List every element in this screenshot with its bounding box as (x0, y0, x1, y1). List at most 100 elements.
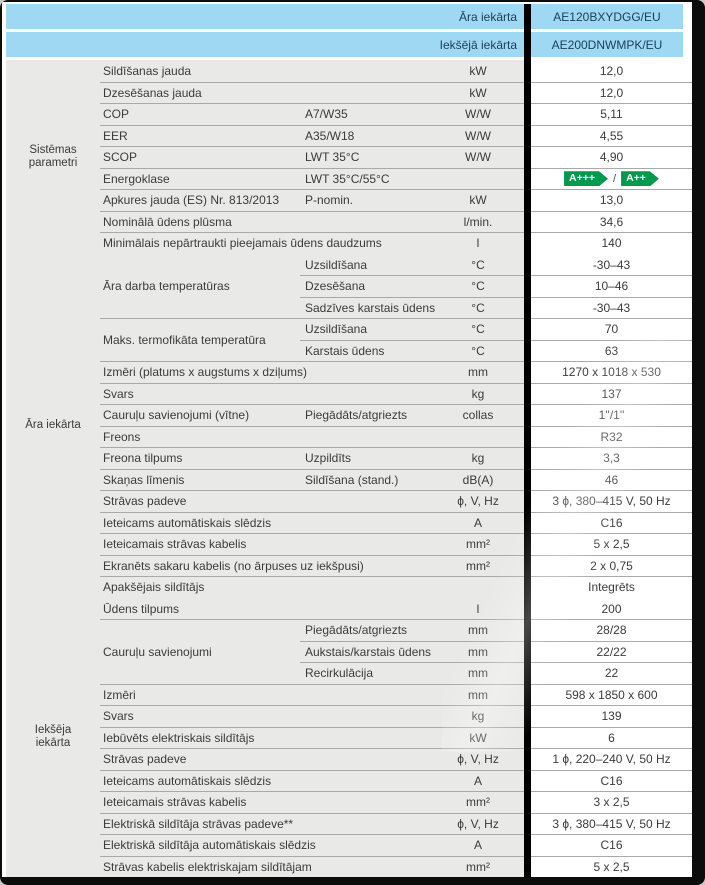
spec-table: Āra iekārta AE120BXYDGG/EU Iekšējā iekār… (2, 2, 692, 877)
spec-label: Svars (100, 705, 300, 727)
spec-condition: Sadzīves karstais ūdens (300, 296, 435, 319)
spec-unit: °C (432, 296, 524, 319)
spec-section: Sistēmas parametri Sildīšanas jauda kW Dzes… (6, 60, 692, 254)
spec-condition: Dzesēšana (300, 275, 432, 297)
spec-value: C16 (531, 769, 692, 792)
spec-value: 13,0 (531, 189, 692, 211)
section-group-label: Āra iekārta (25, 419, 81, 431)
spec-unit (432, 576, 524, 598)
spec-unit: °C (432, 318, 524, 340)
spec-unit: ϕ, V, Hz (432, 748, 524, 770)
spec-value: 12,0 (531, 81, 692, 104)
spec-unit: mm² (432, 533, 524, 555)
spec-label: Freona tilpums (100, 447, 300, 469)
spec-unit: A (432, 834, 524, 856)
spec-condition: Uzpildīts (300, 447, 432, 469)
spec-unit: dB(A) (432, 468, 524, 491)
indoor-unit-model: AE200DNWMPK/EU (531, 32, 683, 57)
outdoor-unit-header-label: Āra iekārta (6, 4, 524, 29)
spec-unit: l (476, 601, 480, 616)
spec-label: Sildīšanas jauda (103, 64, 192, 79)
spec-rows: Sildīšanas jauda kW Dzesēšanas jauda kW COP A… (100, 60, 524, 254)
spec-label: Dzesēšanas jauda (100, 81, 300, 104)
spec-label: Ieteicams automātiskais slēdzis (100, 769, 300, 792)
spec-label: Āra darba temperatūras (103, 279, 230, 294)
section-group-cell: Iekšēja iekārta (6, 597, 100, 877)
spec-condition (300, 382, 432, 405)
spec-body: Sistēmas parametri Sildīšanas jauda kW Dzes… (6, 60, 692, 877)
spec-value: R32 (531, 425, 692, 448)
spec-label: Nominālā ūdens plūsma (100, 210, 300, 233)
indoor-unit-header-label: Iekšējā iekārta (6, 32, 524, 57)
spec-value: 1''/1'' (531, 404, 692, 426)
indoor-unit-header-row: Iekšējā iekārta AE200DNWMPK/EU (6, 32, 692, 57)
spec-condition: Karstais ūdens (300, 339, 432, 362)
spec-label: Iebūvēts elektriskais sildītājs (100, 726, 300, 749)
spec-condition (300, 705, 432, 727)
spec-condition (300, 533, 432, 555)
spec-value: 3 ϕ, 380–415 V, 50 Hz (531, 490, 692, 512)
spec-value: 4,90 (531, 146, 692, 168)
spec-value: 63 (531, 339, 692, 362)
spec-value: 5 x 2,5 (531, 533, 692, 555)
spec-label: Svars (100, 382, 300, 405)
spec-condition: Aukstais/karstais ūdens (300, 640, 432, 663)
spec-unit: °C (432, 339, 524, 362)
section-group-cell: Āra iekārta (6, 253, 100, 598)
spec-label: Izmēri (platums x augstums x dziļums) (100, 361, 307, 383)
spec-value: 3 x 2,5 (531, 791, 692, 813)
section-group-cell: Sistēmas parametri (6, 60, 100, 254)
spec-unit: kW (469, 64, 487, 79)
spec-value: 28/28 (531, 619, 692, 641)
spec-value: 2 x 0,75 (531, 554, 692, 577)
spec-unit: °C (471, 257, 485, 272)
spec-unit: W/W (432, 124, 524, 147)
spec-label: Apkures jauda (ES) Nr. 813/2013 (100, 189, 300, 211)
spec-rows: Ūdens tilpums l Cauruļu savienojumi Piegādā… (100, 597, 524, 878)
spec-value: A+++ / A++ (531, 167, 692, 190)
spec-unit: kg (432, 447, 524, 469)
spec-section: Iekšēja iekārta Ūdens tilpums l Cauruļu sav… (6, 597, 692, 878)
spec-condition (300, 812, 432, 835)
spec-label: Ieteicamais strāvas kabelis (100, 791, 300, 813)
spec-value: 4,55 (531, 124, 692, 147)
spec-condition: LWT 35°C/55°C (300, 167, 432, 190)
spec-condition: LWT 35°C (300, 146, 432, 168)
spec-condition (300, 834, 432, 856)
spec-label: Strāvas padeve (100, 748, 300, 770)
spec-unit: collas (432, 404, 524, 426)
spec-unit: l (432, 232, 524, 254)
spec-label: Cauruļu savienojumi (100, 619, 300, 684)
spec-condition (300, 683, 432, 706)
spec-label: EER (100, 124, 300, 147)
spec-condition (300, 81, 432, 104)
spec-value: 140 (531, 232, 692, 254)
table-divider (524, 4, 531, 877)
spec-value: 1 ϕ, 220–240 V, 50 Hz (531, 748, 692, 770)
spec-unit: kW (432, 189, 524, 211)
spec-label: Maks. termofikāta temperatūra (100, 318, 300, 361)
spec-value: 598 x 1850 x 600 (531, 683, 692, 706)
spec-unit: kW (432, 726, 524, 749)
spec-unit (432, 425, 524, 448)
spec-unit: W/W (432, 103, 524, 125)
section-group-label: Sistēmas parametri (28, 143, 78, 169)
spec-unit: mm (432, 662, 524, 684)
spec-unit: °C (432, 275, 524, 297)
spec-unit (432, 167, 524, 190)
spec-condition: Uzsildīšana (300, 318, 432, 340)
spec-value: 139 (531, 705, 692, 727)
spec-unit: kW (432, 81, 524, 104)
outdoor-unit-model: AE120BXYDGG/EU (531, 4, 683, 29)
spec-value: C16 (531, 511, 692, 534)
energy-class-badge: A+++ (564, 171, 608, 186)
spec-label: SCOP (100, 146, 300, 168)
spec-unit: mm² (432, 855, 524, 878)
spec-value: 3 ϕ, 380–415 V, 50 Hz (531, 812, 692, 835)
spec-value: 6 (531, 726, 692, 749)
spec-label: Minimālais nepārtraukti pieejamais ūdens… (100, 232, 382, 254)
value-column: 12,0 12,0 5,11 4,55 4,90 A+++ / A++ 13,0 34,6 140 (531, 60, 692, 254)
spec-condition: Piegādāts/atgriezts (300, 404, 432, 426)
spec-condition: A35/W18 (300, 124, 432, 147)
energy-class-rating: A+++ / A++ (564, 171, 659, 186)
